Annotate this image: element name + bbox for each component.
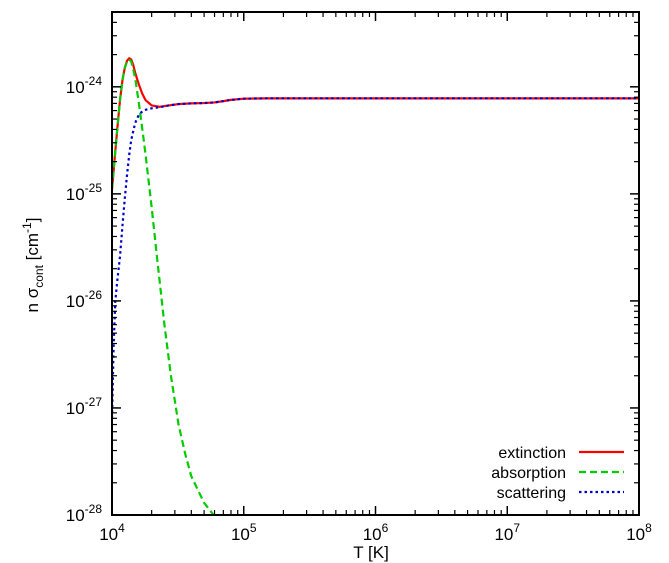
y-tick-label: 10-25 [66, 181, 103, 204]
y-axis-label-unit-open: [cm [23, 233, 42, 265]
x-tick-label-exp: 8 [645, 521, 652, 535]
x-tick-label-exp: 4 [118, 521, 125, 535]
y-axis-label-unit-close: ] [23, 218, 42, 223]
tick-marks [111, 12, 640, 516]
y-tick-label-exp: -24 [85, 74, 103, 88]
x-tick-label-exp: 7 [513, 521, 520, 535]
legend-label-absorption: absorption [491, 465, 566, 482]
x-tick-label-base: 10 [363, 525, 382, 544]
x-tick-label-exp: 5 [250, 521, 257, 535]
y-axis-label-sub: cont [32, 264, 46, 287]
series-line-absorption [112, 58, 215, 515]
x-tick-labels: 104 105 106 107 108 [99, 521, 652, 544]
legend-label-scattering: scattering [497, 485, 566, 502]
x-tick-label: 108 [626, 521, 652, 544]
y-tick-label: 10-27 [66, 395, 103, 418]
series-line-scattering [112, 97, 639, 419]
y-tick-label-base: 10 [66, 185, 85, 204]
y-tick-label-exp: -27 [85, 395, 103, 409]
y-tick-label: 10-28 [66, 502, 103, 525]
x-tick-label-base: 10 [231, 525, 250, 544]
y-tick-label-exp: -26 [85, 288, 103, 302]
y-tick-label-exp: -28 [85, 502, 103, 516]
x-tick-label: 107 [494, 521, 520, 544]
x-tick-label-base: 10 [494, 525, 513, 544]
legend-label-extinction: extinction [498, 445, 566, 462]
x-tick-label: 106 [363, 521, 389, 544]
y-axis-label-sup: -1 [20, 222, 34, 233]
x-tick-label-base: 10 [99, 525, 118, 544]
series-line-extinction [112, 57, 639, 190]
series-layer [112, 57, 639, 515]
y-axis-label-base: n σ [23, 287, 42, 312]
legend: extinction absorption scattering [491, 445, 624, 502]
x-tick-label-base: 10 [626, 525, 645, 544]
x-tick-label-exp: 6 [382, 521, 389, 535]
y-tick-label: 10-26 [66, 288, 103, 311]
y-tick-label-base: 10 [66, 78, 85, 97]
y-axis-label: n σcont [cm-1] [20, 218, 46, 313]
y-tick-label-base: 10 [66, 506, 85, 525]
x-tick-label: 105 [231, 521, 257, 544]
y-tick-label: 10-24 [66, 74, 103, 97]
y-tick-label-base: 10 [66, 399, 85, 418]
y-tick-label-exp: -25 [85, 181, 103, 195]
y-tick-label-base: 10 [66, 292, 85, 311]
x-tick-label: 104 [99, 521, 125, 544]
x-axis-label: T [K] [353, 543, 389, 562]
